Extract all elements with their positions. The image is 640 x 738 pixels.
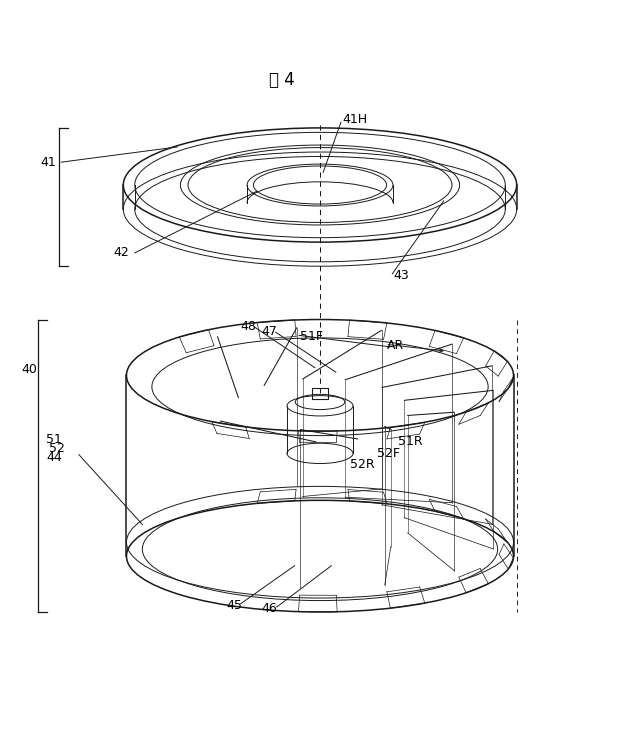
Text: 43: 43 (393, 269, 409, 282)
Text: 51: 51 (46, 433, 62, 446)
Text: AR: AR (387, 339, 404, 352)
Text: 44: 44 (46, 451, 61, 463)
Text: 52F: 52F (377, 447, 400, 460)
Text: 図 4: 図 4 (269, 71, 295, 89)
Text: 51R: 51R (398, 435, 422, 449)
Text: 52: 52 (49, 442, 65, 455)
Text: 52R: 52R (351, 458, 375, 471)
Text: 41: 41 (41, 156, 56, 169)
Text: 41H: 41H (342, 113, 367, 126)
Text: 40: 40 (22, 362, 38, 376)
Text: 51F: 51F (300, 330, 323, 343)
Text: 48: 48 (241, 320, 257, 333)
Text: 45: 45 (226, 599, 242, 612)
Text: 46: 46 (262, 602, 277, 615)
Text: 42: 42 (114, 246, 129, 259)
Text: 47: 47 (262, 325, 278, 338)
